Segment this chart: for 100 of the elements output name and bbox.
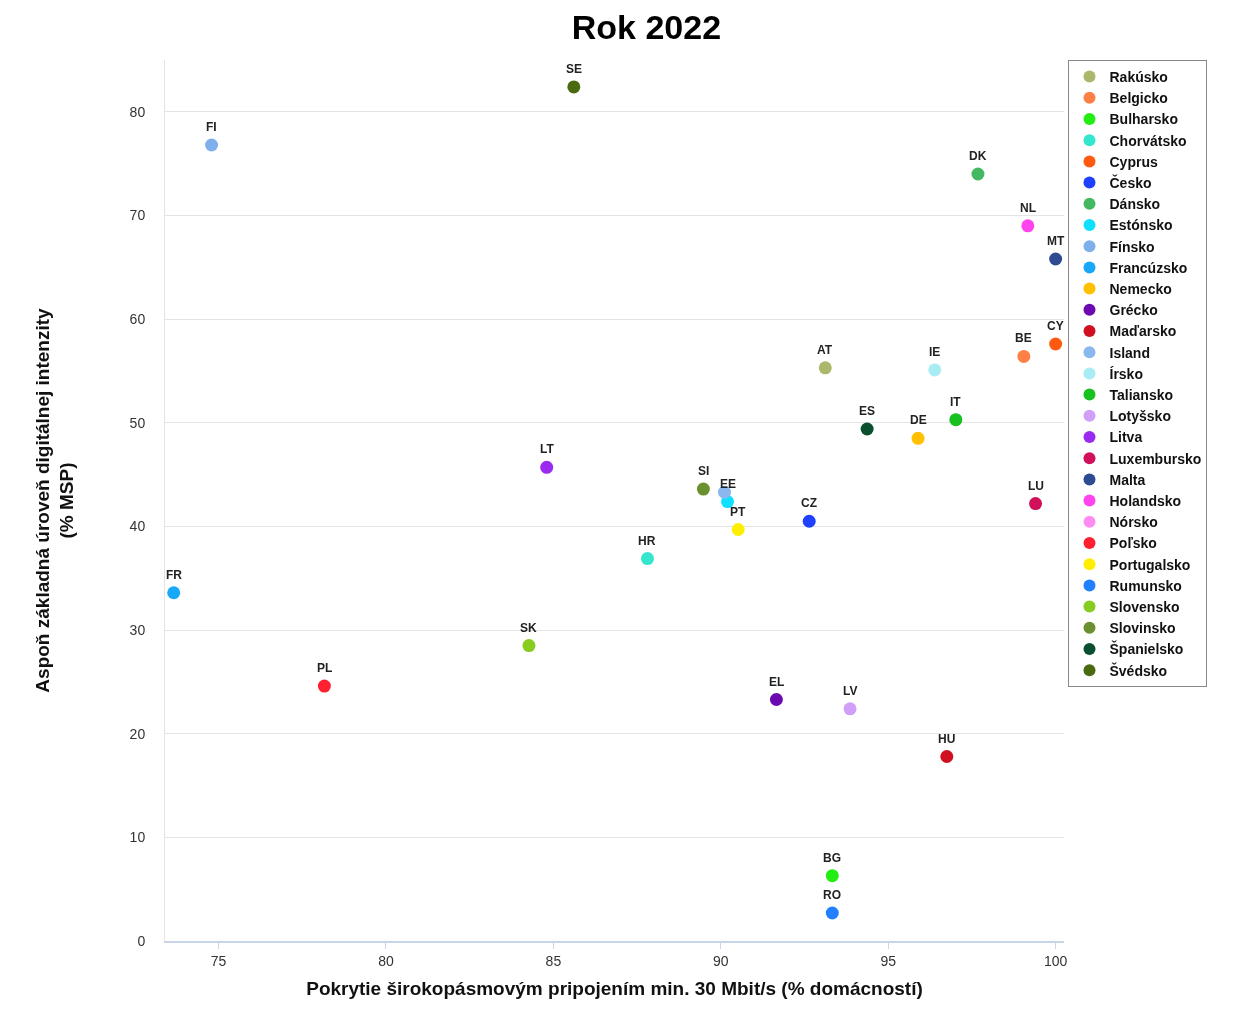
point — [818, 361, 832, 375]
point — [802, 514, 816, 528]
annotation: SK — [520, 621, 537, 635]
legend-label: Írsko — [1109, 365, 1143, 382]
annotation: DK — [969, 149, 987, 163]
point — [522, 639, 536, 653]
annotation: SE — [566, 62, 583, 76]
annotation: FI — [206, 120, 217, 134]
legend-label: Island — [1109, 344, 1150, 361]
point — [843, 702, 857, 716]
y-tick-label: 80 — [129, 103, 146, 120]
legend-label: Slovinsko — [1109, 620, 1176, 637]
point — [971, 167, 985, 181]
legend-label: Švédsko — [1109, 661, 1168, 679]
annotation: BE — [1015, 331, 1032, 345]
legend-label: Rumunsko — [1109, 577, 1182, 594]
legend-label: Belgicko — [1109, 90, 1168, 107]
point — [696, 482, 710, 496]
point — [317, 679, 331, 693]
point — [567, 80, 581, 94]
legend-label: Bulharsko — [1109, 111, 1178, 128]
point — [928, 363, 942, 377]
annotation: CY — [1047, 319, 1064, 333]
legend-label: Maďarsko — [1109, 323, 1177, 340]
legend-label: Dánsko — [1109, 196, 1161, 213]
y-tick-label: 50 — [129, 414, 146, 431]
annotation: MT — [1047, 234, 1065, 248]
legend-label: Nórsko — [1109, 514, 1158, 531]
point — [940, 750, 954, 763]
annotation: AT — [817, 343, 833, 357]
annotation: CZ — [801, 496, 817, 510]
annotation: IT — [950, 395, 962, 409]
legend-label: Holandsko — [1109, 493, 1182, 510]
annotation: IE — [929, 345, 941, 359]
x-tick-label: 90 — [713, 952, 729, 969]
legend-label: Slovensko — [1109, 599, 1180, 616]
annotation: LT — [540, 442, 555, 456]
point — [825, 869, 839, 883]
y-tick-label: 40 — [129, 518, 146, 535]
annotation: NL — [1020, 201, 1036, 215]
legend-label: Rakúsko — [1109, 69, 1168, 86]
legend-label: Francúzsko — [1109, 259, 1188, 276]
y-tick-label: 70 — [129, 207, 146, 224]
legend-label: Poľsko — [1109, 535, 1157, 552]
point — [769, 693, 783, 706]
legend-label: Luxembursko — [1109, 450, 1202, 467]
legend-label: Česko — [1109, 174, 1152, 192]
point — [1021, 219, 1035, 233]
legend-label: Chorvátsko — [1109, 132, 1187, 149]
y-axis-title: Aspoň základná úroveň digitálnej intenzity (% MSP) — [31, 307, 78, 693]
point — [1017, 349, 1031, 363]
annotation: BG — [823, 851, 841, 865]
legend-label: Lotyšsko — [1109, 408, 1171, 425]
point — [167, 586, 181, 600]
annotation: LV — [843, 684, 858, 698]
legend-label: Fínsko — [1109, 238, 1155, 255]
legend-label: Cyprus — [1109, 153, 1158, 170]
legend-label: Grécko — [1109, 302, 1158, 319]
y-tick-label: 30 — [129, 621, 146, 638]
point — [731, 523, 745, 537]
annotation: ES — [859, 404, 876, 418]
annotation: HU — [938, 732, 956, 746]
legend-label: Malta — [1109, 471, 1146, 488]
legend-label: Španielsko — [1109, 640, 1184, 658]
point — [825, 906, 839, 920]
point — [640, 552, 654, 566]
legend-label: Portugalsko — [1109, 556, 1191, 573]
x-tick-label: 75 — [210, 952, 227, 969]
x-tick-label: 100 — [1043, 952, 1068, 969]
x-axis-title: Pokrytie širokopásmovým pripojením min. 30 Mbit/s (% domácností) — [306, 977, 923, 999]
point — [1029, 497, 1043, 511]
legend-label: Nemecko — [1109, 281, 1172, 298]
point — [1049, 252, 1063, 266]
point — [949, 413, 963, 427]
y-tick-label: 60 — [129, 311, 146, 328]
annotation: PT — [730, 505, 746, 519]
annotation: RO — [823, 888, 841, 902]
legend-label: Litva — [1109, 429, 1143, 446]
point — [1049, 337, 1063, 351]
annotation: EL — [769, 675, 785, 689]
annotation: FR — [166, 568, 183, 582]
annotation: LU — [1028, 479, 1044, 493]
x-tick-label: 80 — [378, 952, 394, 969]
legend-label: Estónsko — [1109, 217, 1173, 234]
annotation: EE — [720, 477, 737, 491]
legend-label: Taliansko — [1109, 387, 1174, 404]
annotation: HR — [638, 534, 656, 548]
x-tick-label: 85 — [545, 952, 562, 969]
y-tick-label: 10 — [129, 829, 146, 846]
point — [205, 138, 219, 152]
point — [911, 431, 925, 445]
point — [540, 460, 554, 474]
y-tick-label: 0 — [137, 932, 146, 949]
point — [860, 422, 874, 436]
chart-title: Rok 2022 — [571, 7, 722, 46]
annotation: PL — [317, 661, 333, 675]
annotation: DE — [910, 413, 927, 427]
y-tick-label: 20 — [129, 725, 146, 742]
annotation: SI — [698, 464, 710, 478]
x-tick-label: 95 — [880, 952, 897, 969]
